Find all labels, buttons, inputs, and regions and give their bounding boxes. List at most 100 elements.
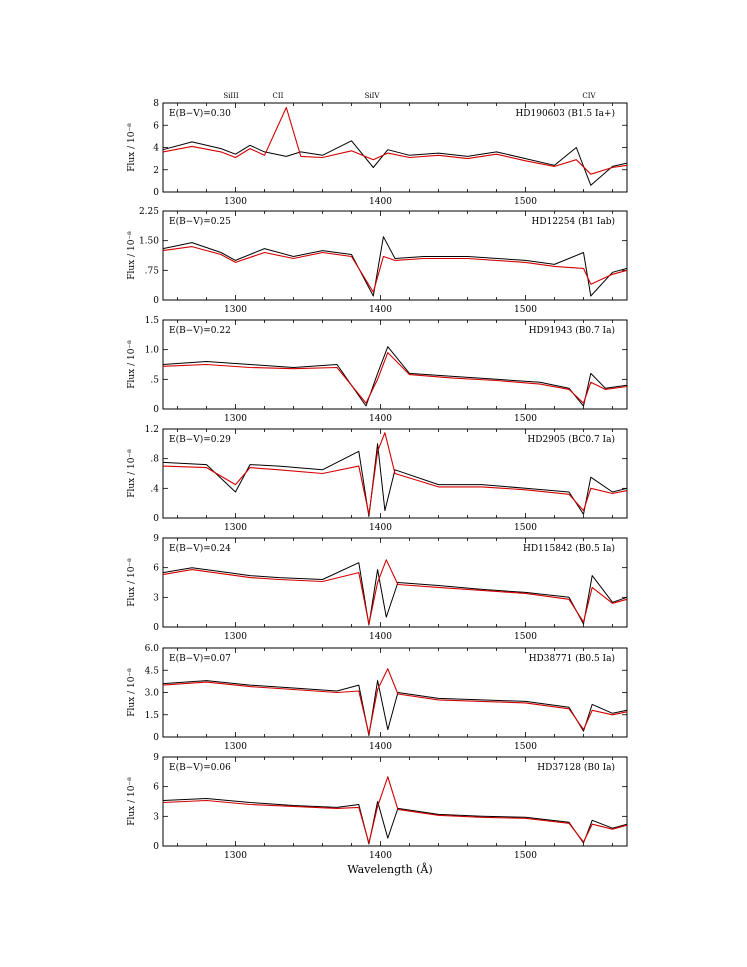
observed-spectrum	[162, 680, 628, 736]
x-tick-label: 1500	[514, 523, 537, 533]
y-tick-label: 6	[153, 783, 159, 793]
y-axis-label: Flux / 10⁻⁸	[127, 668, 137, 717]
model-spectrum	[162, 559, 628, 625]
observed-spectrum	[162, 346, 628, 407]
panel-4: 1300 1400 1500 0 .4 .8 1.2 Flux / 10⁻⁸ E(B−V)=0.…	[127, 425, 628, 533]
y-tick-label: 4	[153, 144, 159, 154]
star-label: HD37128 (B0 Ia)	[537, 762, 615, 773]
reddening-label: E(B−V)=0.07	[169, 653, 231, 664]
y-tick-label: 0	[153, 842, 159, 852]
star-label: HD115842 (B0.5 Ia)	[523, 543, 615, 554]
model-spectrum	[162, 246, 628, 293]
x-tick-label: 1400	[369, 851, 392, 861]
star-label: HD38771 (B0.5 Ia)	[529, 653, 615, 664]
panel-7: 1300 1400 1500 0 3 6 9 Flux / 10⁻⁸ E(B−V)=0.06 HD…	[127, 753, 628, 861]
y-tick-label: 3.0	[145, 689, 160, 699]
x-tick-label: 1300	[224, 414, 247, 424]
panels-group: 1300 1400 1500 0 2 4 6 8 Flux / 10⁻⁸ E(B−V)=0.30 H…	[127, 99, 628, 861]
y-tick-label: 1.0	[145, 346, 160, 356]
x-tick-label: 1400	[369, 742, 392, 752]
model-spectrum	[162, 352, 628, 404]
y-tick-label: 6	[153, 564, 159, 574]
y-tick-label: 1.2	[145, 425, 159, 435]
y-axis-label: Flux / 10⁻⁸	[127, 777, 137, 826]
x-tick-label: 1300	[224, 305, 247, 315]
x-tick-label: 1500	[514, 197, 537, 207]
reddening-label: E(B−V)=0.06	[169, 762, 231, 773]
y-tick-label: 0	[153, 514, 159, 524]
y-tick-label: 6	[153, 121, 159, 131]
x-tick-label: 1300	[224, 742, 247, 752]
line-label: SiIII	[223, 92, 239, 100]
line-label: SiIV	[365, 92, 381, 100]
star-label: HD12254 (B1 Iab)	[532, 216, 615, 227]
y-tick-label: 1.5	[145, 316, 160, 326]
model-spectrum	[162, 432, 628, 515]
y-axis-label: Flux / 10⁻⁸	[127, 558, 137, 607]
x-tick-label: 1500	[514, 305, 537, 315]
observed-spectrum	[162, 562, 628, 626]
y-axis-label: Flux / 10⁻⁸	[127, 123, 137, 172]
reddening-label: E(B−V)=0.22	[169, 325, 231, 336]
x-tick-label: 1300	[224, 851, 247, 861]
y-tick-label: 0	[153, 733, 159, 743]
panel-frame	[162, 537, 628, 628]
y-tick-label: 3	[153, 812, 159, 822]
panel-3: 1300 1400 1500 0 .5 1.0 1.5 Flux / 10⁻⁸ E(B−V)=0…	[127, 316, 628, 424]
model-spectrum	[162, 106, 628, 175]
y-tick-label: 0	[153, 405, 159, 415]
spectral-line-labels: SiIII CII SiIV CIV	[223, 92, 596, 100]
y-axis-label: Flux / 10⁻⁸	[127, 231, 137, 280]
y-tick-label: .8	[150, 455, 159, 465]
y-tick-label: 9	[153, 534, 159, 544]
y-tick-label: .75	[145, 266, 160, 276]
x-tick-label: 1400	[369, 414, 392, 424]
x-tick-label: 1500	[514, 851, 537, 861]
x-tick-label: 1500	[514, 742, 537, 752]
line-label: CIV	[582, 92, 596, 100]
y-tick-label: 0	[153, 296, 159, 306]
y-tick-label: 9	[153, 753, 159, 763]
panel-frame	[162, 210, 628, 301]
panel-2: 1300 1400 1500 0 .75 1.50 2.25 Flux / 10⁻⁸ E(B−V…	[127, 207, 628, 315]
x-tick-label: 1400	[369, 197, 392, 207]
x-tick-label: 1400	[369, 523, 392, 533]
y-tick-label: 2.25	[139, 207, 159, 217]
y-tick-label: 0	[153, 623, 159, 633]
y-tick-label: .5	[150, 375, 159, 385]
observed-spectrum	[162, 236, 628, 297]
x-tick-label: 1500	[514, 632, 537, 642]
x-tick-label: 1300	[224, 523, 247, 533]
x-tick-label: 1500	[514, 414, 537, 424]
panel-frame	[162, 428, 628, 519]
y-tick-label: 3	[153, 593, 159, 603]
panel-1: 1300 1400 1500 0 2 4 6 8 Flux / 10⁻⁸ E(B−V)=0.30 H…	[127, 99, 628, 207]
y-axis-label: Flux / 10⁻⁸	[127, 449, 137, 498]
panel-frame	[162, 756, 628, 847]
x-tick-label: 1300	[224, 197, 247, 207]
model-spectrum	[162, 776, 628, 844]
observed-spectrum	[162, 798, 628, 845]
star-label: HD2905 (BC0.7 Ia)	[527, 434, 615, 445]
reddening-label: E(B−V)=0.24	[169, 543, 231, 554]
x-axis-label: Wavelength (Å)	[347, 862, 432, 876]
star-label: HD91943 (B0.7 Ia)	[529, 325, 615, 336]
observed-spectrum	[162, 443, 628, 517]
reddening-label: E(B−V)=0.25	[169, 216, 231, 227]
observed-spectrum	[162, 140, 628, 186]
y-tick-label: 0	[153, 188, 159, 198]
y-tick-label: 6.0	[145, 644, 160, 654]
y-tick-label: 4.5	[145, 666, 160, 676]
panel-5: 1300 1400 1500 0 3 6 9 Flux / 10⁻⁸ E(B−V)=0.24 HD…	[127, 534, 628, 642]
model-spectrum	[162, 668, 628, 735]
x-tick-label: 1400	[369, 305, 392, 315]
y-tick-label: 1.50	[139, 237, 159, 247]
reddening-label: E(B−V)=0.29	[169, 434, 231, 445]
x-tick-label: 1300	[224, 632, 247, 642]
y-tick-label: 1.5	[145, 711, 160, 721]
panel-6: 1300 1400 1500 0 1.5 3.0 4.5 6.0 Flux / 10⁻⁸ E(B−…	[127, 644, 628, 752]
y-tick-label: .4	[150, 484, 159, 494]
line-label: CII	[273, 92, 284, 100]
y-tick-label: 8	[153, 99, 159, 109]
